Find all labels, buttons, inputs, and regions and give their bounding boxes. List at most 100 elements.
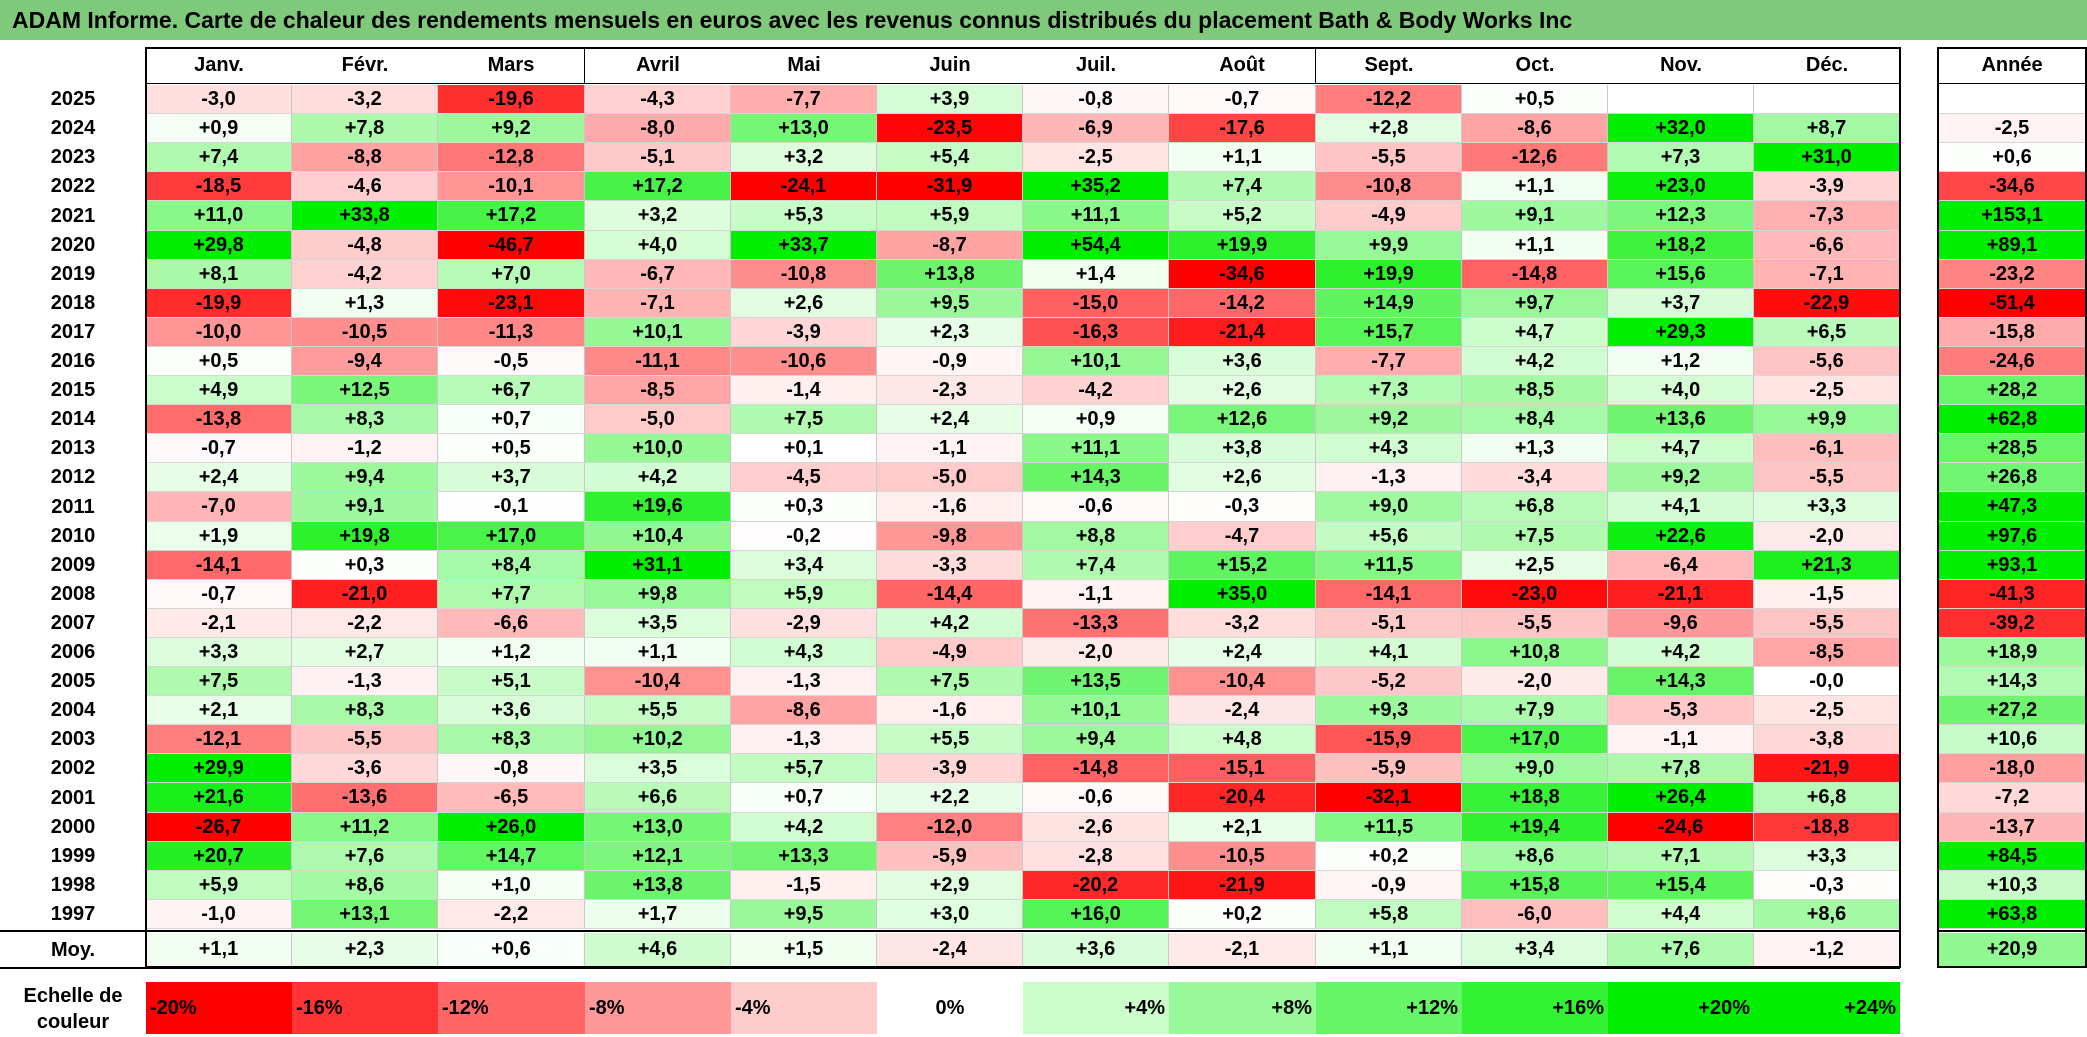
annual-cell: +18,9 bbox=[1938, 638, 2087, 667]
month-header: Oct. bbox=[1462, 47, 1609, 84]
year-label: 2003 bbox=[50, 728, 96, 750]
heatmap-cell: -1,6 bbox=[877, 492, 1023, 522]
color-scale-step: -20% bbox=[146, 982, 292, 1034]
heatmap-cell: -1,5 bbox=[1754, 580, 1900, 609]
year-label: 2011 bbox=[51, 495, 95, 518]
heatmap-cell: -12,2 bbox=[1316, 85, 1462, 114]
heatmap-cell: +4,4 bbox=[1608, 900, 1754, 929]
heatmap-cell: +9,3 bbox=[1316, 696, 1462, 725]
average-cell: +2,3 bbox=[292, 933, 438, 967]
heatmap-cell: -9,8 bbox=[877, 522, 1023, 551]
heatmap-cell: -0,6 bbox=[1023, 783, 1169, 813]
year-label: 2015 bbox=[50, 379, 96, 401]
heatmap-cell: +2,4 bbox=[146, 463, 292, 492]
heatmap-cell: +4,2 bbox=[731, 813, 877, 842]
heatmap-cell: +15,6 bbox=[1608, 260, 1754, 289]
heatmap-cell: +0,9 bbox=[146, 114, 292, 143]
year-label: 2009 bbox=[50, 554, 96, 576]
heatmap-cell: -4,5 bbox=[731, 463, 877, 492]
heatmap-cell: +4,3 bbox=[1316, 434, 1462, 463]
heatmap-cell: +2,6 bbox=[1169, 376, 1316, 405]
heatmap-cell: -21,9 bbox=[1169, 871, 1316, 900]
heatmap-cell: -0,0 bbox=[1754, 667, 1900, 696]
year-label: 2019 bbox=[50, 263, 96, 285]
heatmap-cell: +5,9 bbox=[877, 201, 1023, 231]
heatmap-cell: -2,0 bbox=[1754, 522, 1900, 551]
heatmap-cell: +35,0 bbox=[1169, 580, 1316, 609]
heatmap-cell: -20,2 bbox=[1023, 871, 1169, 900]
heatmap-cell: +5,6 bbox=[1316, 522, 1462, 551]
heatmap-cell: -4,7 bbox=[1169, 522, 1316, 551]
average-cell: -2,1 bbox=[1169, 933, 1316, 967]
heatmap-cell: -14,2 bbox=[1169, 289, 1316, 318]
annual-cell: -51,4 bbox=[1938, 289, 2087, 318]
heatmap-cell: -21,0 bbox=[292, 580, 438, 609]
heatmap-cell: -6,6 bbox=[438, 609, 585, 638]
heatmap-cell: -26,7 bbox=[146, 813, 292, 842]
heatmap-cell: -7,7 bbox=[731, 85, 877, 114]
heatmap-cell: +3,5 bbox=[585, 609, 731, 638]
heatmap-cell: -0,1 bbox=[438, 492, 585, 522]
heatmap-cell: +0,5 bbox=[146, 347, 292, 376]
heatmap-cell: +35,2 bbox=[1023, 172, 1169, 201]
annual-cell: +47,3 bbox=[1938, 492, 2087, 522]
heatmap-cell: +19,6 bbox=[585, 492, 731, 522]
heatmap-cell: +9,8 bbox=[585, 580, 731, 609]
heatmap-cell: +9,1 bbox=[292, 492, 438, 522]
heatmap-cell: +20,7 bbox=[146, 842, 292, 871]
heatmap-cell: +13,0 bbox=[731, 114, 877, 143]
heatmap-cell: +17,0 bbox=[1462, 725, 1608, 754]
heatmap-cell: +4,2 bbox=[877, 609, 1023, 638]
heatmap-cell: +4,8 bbox=[1169, 725, 1316, 754]
heatmap-cell: -5,5 bbox=[1462, 609, 1608, 638]
heatmap-cell: -4,2 bbox=[1023, 376, 1169, 405]
average-separator bbox=[1938, 930, 2087, 932]
heatmap-cell: +1,2 bbox=[438, 638, 585, 667]
heatmap-cell: +7,4 bbox=[1023, 551, 1169, 580]
heatmap-cell: -4,8 bbox=[292, 231, 438, 260]
annual-cell: -23,2 bbox=[1938, 260, 2087, 289]
heatmap-cell: +1,1 bbox=[1462, 231, 1608, 260]
heatmap-cell: -1,2 bbox=[292, 434, 438, 463]
heatmap-cell: -9,4 bbox=[292, 347, 438, 376]
heatmap-cell: +0,2 bbox=[1169, 900, 1316, 929]
annual-cell: -39,2 bbox=[1938, 609, 2087, 638]
heatmap-cell: +4,0 bbox=[585, 231, 731, 260]
heatmap-cell: -4,6 bbox=[292, 172, 438, 201]
heatmap-cell: +13,8 bbox=[877, 260, 1023, 289]
heatmap-cell: -2,9 bbox=[731, 609, 877, 638]
heatmap-cell: +3,7 bbox=[1608, 289, 1754, 318]
heatmap-cell: -9,6 bbox=[1608, 609, 1754, 638]
heatmap-cell: +5,7 bbox=[731, 754, 877, 783]
heatmap-cell: +2,2 bbox=[877, 783, 1023, 813]
heatmap-cell: -1,1 bbox=[1608, 725, 1754, 754]
year-label: 2008 bbox=[50, 583, 96, 605]
month-header: Avril bbox=[585, 47, 732, 84]
average-separator bbox=[0, 930, 1901, 932]
year-label: 2024 bbox=[50, 117, 96, 139]
heatmap-cell: -3,3 bbox=[877, 551, 1023, 580]
average-cell: +1,5 bbox=[731, 933, 877, 967]
heatmap-cell: +4,2 bbox=[1608, 638, 1754, 667]
color-scale-step: +12% bbox=[1316, 982, 1462, 1034]
heatmap-cell: +5,1 bbox=[438, 667, 585, 696]
heatmap-cell: +13,5 bbox=[1023, 667, 1169, 696]
heatmap-cell: +9,5 bbox=[731, 900, 877, 929]
heatmap-cell: -1,6 bbox=[877, 696, 1023, 725]
heatmap-cell: -2,6 bbox=[1023, 813, 1169, 842]
heatmap-cell: -4,9 bbox=[1316, 201, 1462, 231]
average-cell: +7,6 bbox=[1608, 933, 1754, 967]
year-label: 2018 bbox=[50, 292, 96, 314]
heatmap-cell: +4,1 bbox=[1608, 492, 1754, 522]
heatmap-cell: +29,3 bbox=[1608, 318, 1754, 347]
heatmap-cell: +9,2 bbox=[438, 114, 585, 143]
heatmap-cell: +19,4 bbox=[1462, 813, 1608, 842]
heatmap-cell: -8,5 bbox=[1754, 638, 1900, 667]
annual-cell: -18,0 bbox=[1938, 754, 2087, 783]
heatmap-cell: -3,6 bbox=[292, 754, 438, 783]
heatmap-cell: -46,7 bbox=[438, 231, 585, 260]
heatmap-cell: -12,0 bbox=[877, 813, 1023, 842]
month-header: Août bbox=[1169, 47, 1316, 84]
heatmap-cell: +16,0 bbox=[1023, 900, 1169, 929]
heatmap-cell: +1,3 bbox=[1462, 434, 1608, 463]
